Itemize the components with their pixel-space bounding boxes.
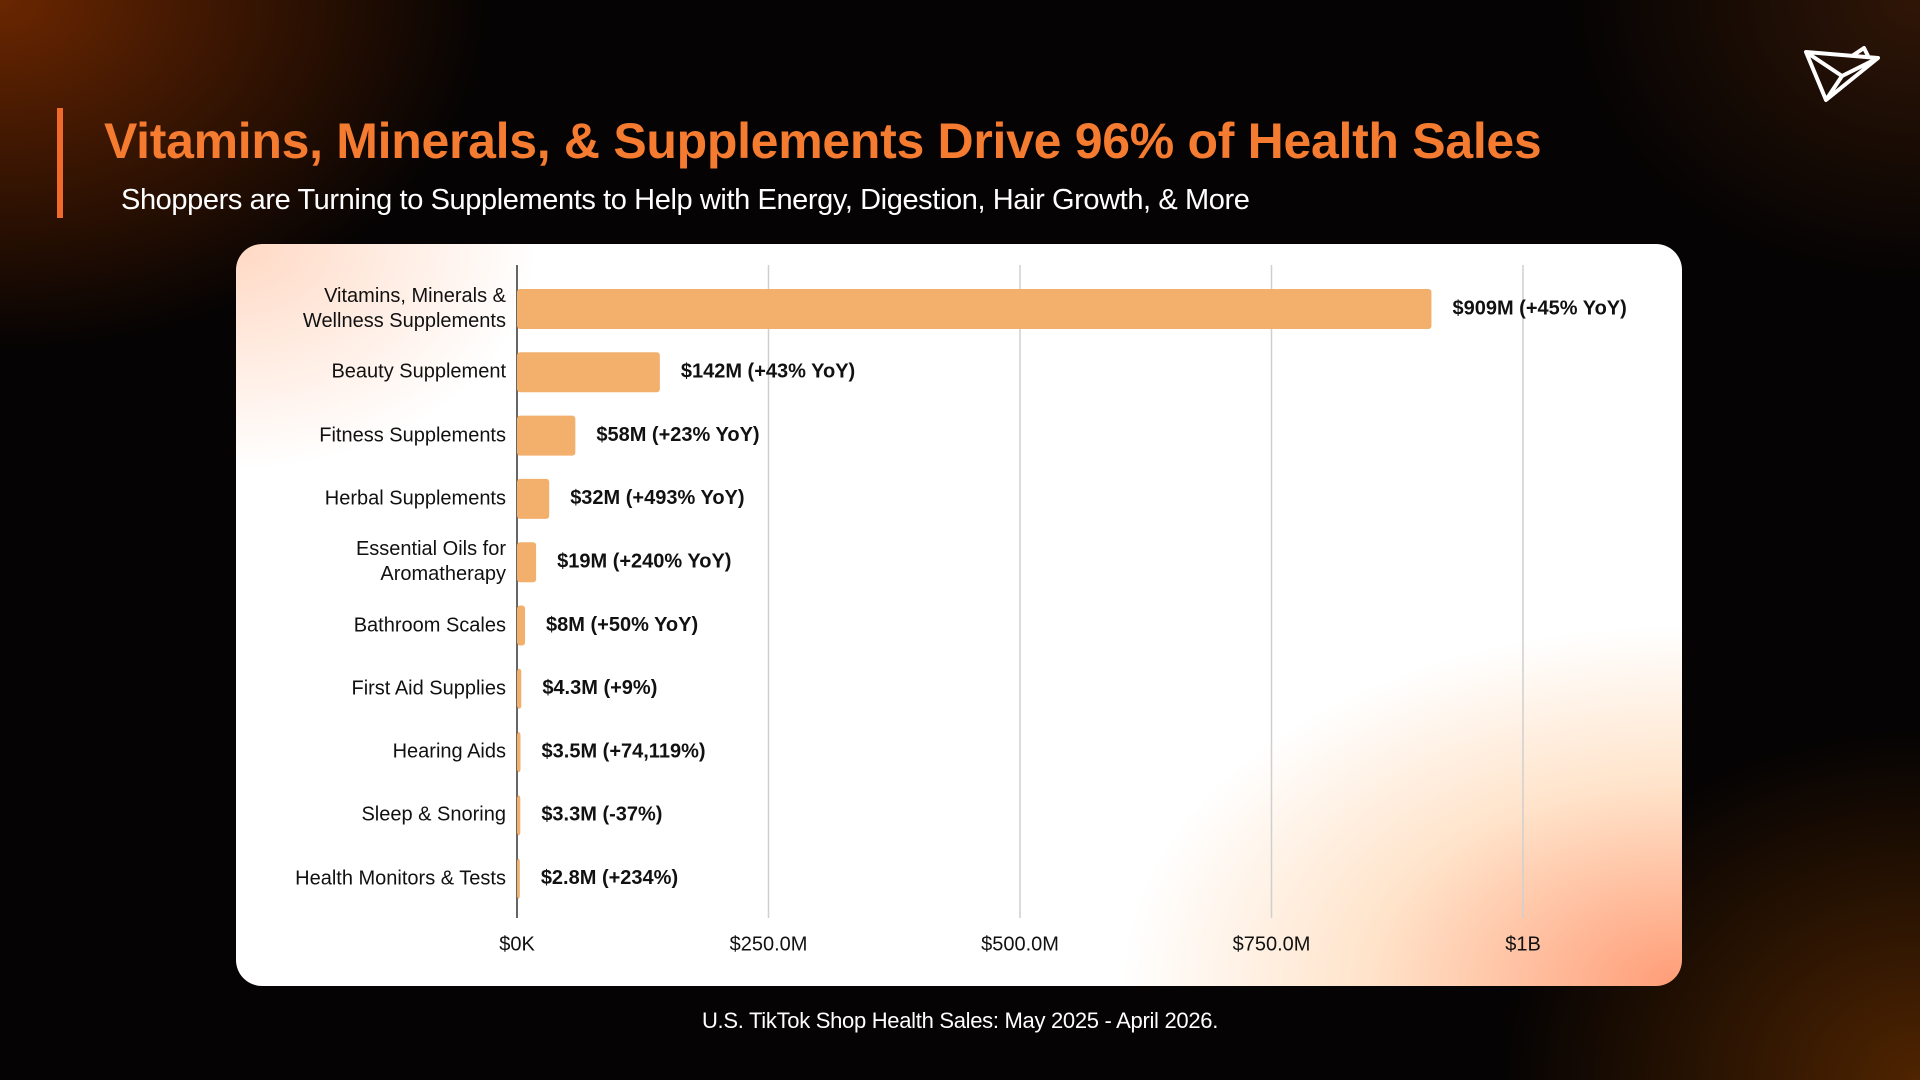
category-label: Sleep & Snoring [361,803,506,826]
value-label: $19M (+240% YoY) [557,550,731,572]
bar [517,352,660,393]
bar [517,795,521,836]
value-label: $58M (+23% YoY) [596,424,759,446]
bar [517,858,520,899]
value-label: $142M (+43% YoY) [681,361,855,383]
x-tick-label: $250.0M [730,933,808,955]
category-label: Vitamins, Minerals & Wellness Supplement… [302,285,506,332]
category-label: Hearing Aids [392,740,506,763]
bar [517,605,526,646]
value-label: $4.3M (+9%) [542,677,657,699]
x-tick-label: $750.0M [1233,933,1311,955]
value-label: $32M (+493% YoY) [570,487,744,509]
bar [517,542,537,583]
category-label: Herbal Supplements [324,487,506,510]
logo [1804,46,1880,102]
bar [517,478,550,519]
category-label: Beauty Supplement [331,360,506,383]
category-label: Essential Oils for Aromatherapy [355,538,506,586]
value-label: $2.8M (+234%) [541,867,678,889]
subtitle: Shoppers are Turning to Supplements to H… [121,184,1250,216]
bar [517,668,522,709]
x-tick-label: $1B [1505,933,1541,955]
footnote: U.S. TikTok Shop Health Sales: May 2025 … [701,1008,1219,1033]
category-label: Health Monitors & Tests [295,867,506,890]
chart-card [236,244,1682,986]
bar [517,415,576,456]
value-label: $3.5M (+74,119%) [542,740,706,762]
bar [517,732,521,773]
x-tick-label: $500.0M [981,933,1059,955]
x-tick-label: $0K [499,933,535,955]
accent-bar [57,108,63,218]
value-label: $3.3M (-37%) [541,804,662,826]
value-label: $909M (+45% YoY) [1452,297,1626,319]
category-label: Fitness Supplements [319,424,506,447]
category-label: First Aid Supplies [351,677,506,700]
title: Vitamins, Minerals, & Supplements Drive … [104,113,1542,169]
bar [517,289,1432,329]
value-label: $8M (+50% YoY) [546,614,698,636]
category-label: Bathroom Scales [353,614,506,636]
